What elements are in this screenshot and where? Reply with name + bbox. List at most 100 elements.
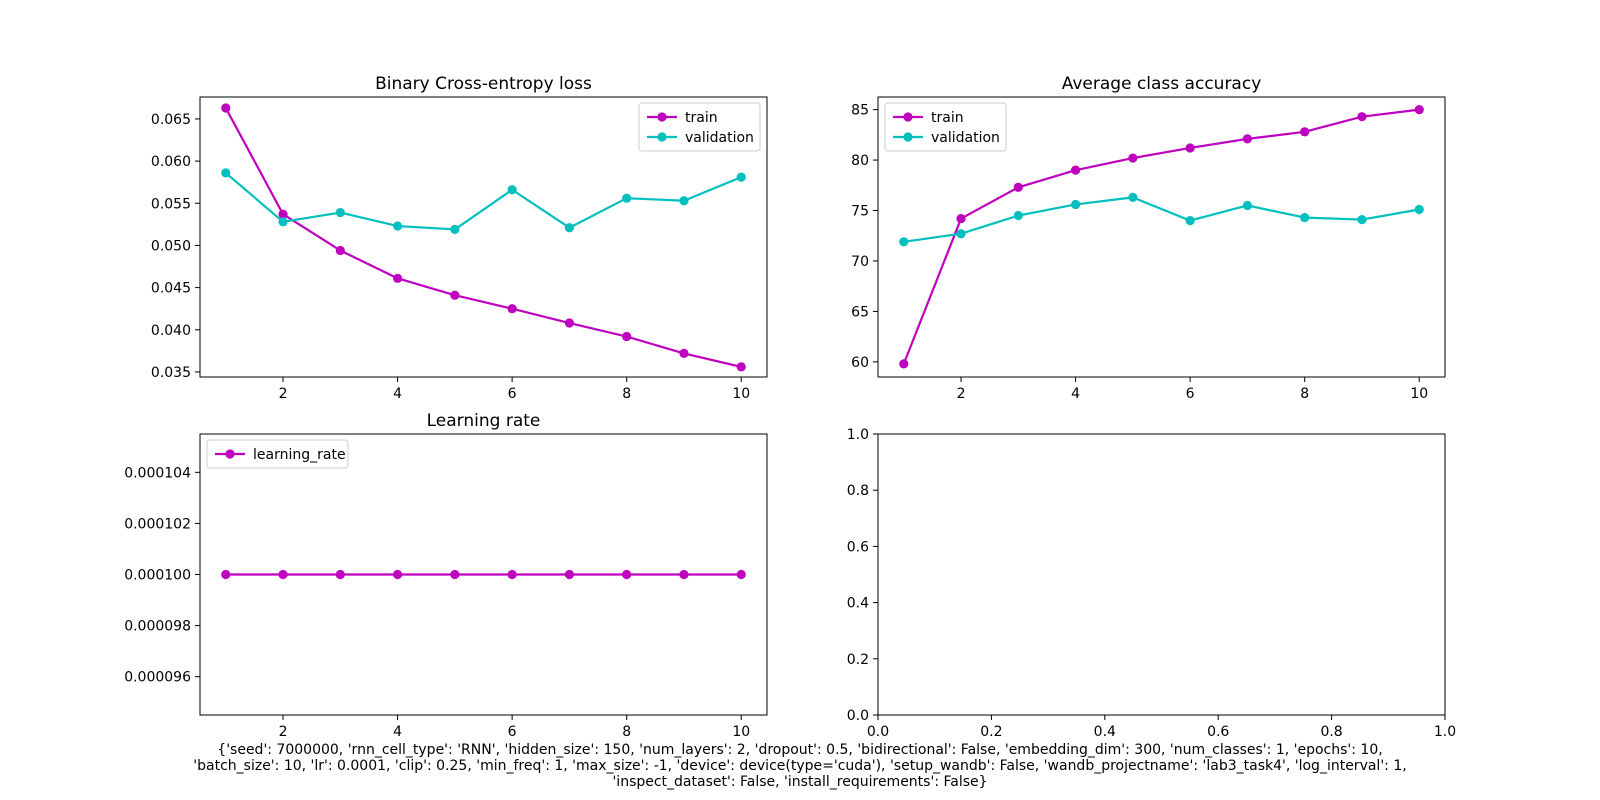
x-tick-label: 4 <box>393 724 402 740</box>
data-point-train <box>1357 112 1367 122</box>
data-point-validation <box>1300 212 1310 223</box>
legend-marker <box>225 449 235 459</box>
data-point-validation <box>899 237 909 247</box>
legend-box <box>206 439 349 469</box>
x-tick-label: 1.0 <box>1434 724 1456 740</box>
y-tick-label: 0.2 <box>847 652 869 668</box>
data-point-train <box>1128 153 1138 163</box>
data-point-validation <box>679 196 689 206</box>
data-point-train <box>1414 105 1424 115</box>
data-point-validation <box>221 168 231 178</box>
data-point-learning_rate <box>736 569 746 580</box>
plot-frame <box>877 96 1446 378</box>
x-tick-label: 10 <box>732 724 750 740</box>
data-point-learning_rate <box>335 569 345 580</box>
data-point-train <box>1013 182 1023 192</box>
legend-label: train <box>685 110 718 126</box>
data-point-train <box>1070 165 1081 175</box>
data-point-validation <box>736 172 746 182</box>
data-point-validation <box>956 229 966 239</box>
legend-label: learning_rate <box>253 447 346 463</box>
chart-panel: 0.0 0.2 0.4 0.6 0.8 1.0 0.0 0.2 0.4 0.6 0.8 1.0 <box>847 427 1456 740</box>
data-point-validation <box>1013 210 1023 221</box>
y-tick-label: 0.000096 <box>124 670 191 686</box>
data-point-validation <box>1185 216 1195 226</box>
config-caption-line: 'batch_size': 10, 'lr': 0.0001, 'clip': … <box>193 758 1407 774</box>
data-point-learning_rate <box>221 569 231 580</box>
legend-marker <box>903 132 913 142</box>
chart-panel: Learning rate 2 4 6 8 10 0.000096 0.000098 0.000… <box>124 411 768 740</box>
data-point-train <box>1242 134 1253 144</box>
y-tick-label: 0.055 <box>151 196 191 212</box>
y-tick-label: 65 <box>851 304 869 320</box>
data-point-learning_rate <box>278 569 288 580</box>
y-tick-label: 0.045 <box>151 281 191 297</box>
y-tick-label: 0.065 <box>151 112 191 128</box>
data-point-learning_rate <box>392 569 403 580</box>
y-tick-label: 0.000104 <box>124 465 191 481</box>
data-point-train <box>564 318 575 328</box>
legend-box <box>638 102 761 152</box>
data-point-validation <box>1357 214 1367 225</box>
y-tick-label: 75 <box>851 204 869 220</box>
data-point-train <box>450 290 460 300</box>
legend-label: train <box>931 110 964 126</box>
y-tick-label: 70 <box>851 254 869 270</box>
y-tick-label: 0.000102 <box>124 516 191 532</box>
data-point-validation <box>1128 192 1138 202</box>
data-point-validation <box>1414 204 1424 215</box>
x-tick-label: 4 <box>1071 386 1080 402</box>
data-point-train <box>507 304 517 314</box>
series-line-validation <box>225 172 742 231</box>
data-point-validation <box>392 221 403 231</box>
legend-marker <box>657 132 667 142</box>
chart-title: Learning rate <box>427 411 541 431</box>
legend-marker <box>657 112 667 122</box>
x-tick-label: 0.0 <box>867 724 889 740</box>
x-tick-label: 10 <box>732 386 750 402</box>
x-tick-label: 0.8 <box>1320 724 1342 740</box>
data-point-train <box>899 359 909 369</box>
data-point-learning_rate <box>679 569 689 580</box>
y-tick-label: 85 <box>851 103 869 119</box>
data-point-learning_rate <box>564 569 575 580</box>
x-tick-label: 8 <box>1300 386 1309 402</box>
x-tick-label: 6 <box>508 724 517 740</box>
y-tick-label: 0.6 <box>847 539 869 555</box>
y-tick-label: 1.0 <box>847 427 869 443</box>
x-tick-label: 10 <box>1410 386 1428 402</box>
chart-panel: Binary Cross-entropy loss 2 4 6 8 10 0.035 0.04… <box>151 74 768 402</box>
series-line-validation <box>903 196 1420 243</box>
data-point-validation <box>564 223 575 233</box>
legend-box <box>884 102 1007 152</box>
data-point-validation <box>335 207 345 218</box>
data-point-learning_rate <box>507 569 517 580</box>
data-point-train <box>221 103 231 113</box>
y-tick-label: 0.050 <box>151 238 191 254</box>
data-point-train <box>622 331 632 342</box>
plot-frame <box>199 96 768 378</box>
y-tick-label: 0.4 <box>847 596 869 612</box>
data-point-train <box>278 209 288 219</box>
series-line-train <box>224 107 742 368</box>
data-point-train <box>956 213 966 224</box>
chart-panel: Average class accuracy 2 4 6 8 10 60 65 70 75 80 85… <box>851 74 1446 402</box>
plot-frame <box>199 433 768 716</box>
data-point-train <box>679 348 689 358</box>
data-point-validation <box>278 217 288 227</box>
x-tick-label: 6 <box>1186 386 1195 402</box>
data-point-train <box>335 245 345 256</box>
config-caption-line: 'inspect_dataset': False, 'install_requi… <box>612 774 988 790</box>
x-tick-label: 4 <box>393 386 402 402</box>
data-point-train <box>1185 143 1195 153</box>
chart-title: Binary Cross-entropy loss <box>375 74 592 94</box>
data-point-validation <box>450 224 460 235</box>
x-tick-label: 0.6 <box>1207 724 1229 740</box>
y-tick-label: 0.035 <box>151 365 191 381</box>
x-tick-label: 0.2 <box>980 724 1002 740</box>
series-line-train <box>902 108 1420 365</box>
data-point-validation <box>507 185 517 195</box>
data-point-learning_rate <box>622 569 632 580</box>
config-caption-line: {'seed': 7000000, 'rnn_cell_type': 'RNN'… <box>217 742 1383 758</box>
